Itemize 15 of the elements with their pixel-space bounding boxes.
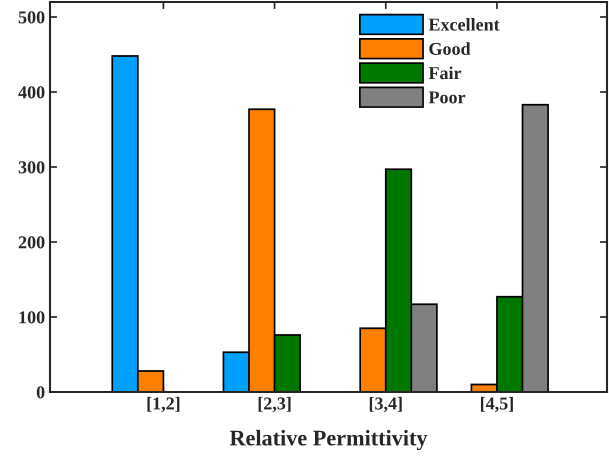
x-tick-label: [3,4] bbox=[370, 396, 402, 412]
x-axis-title: Relative Permittivity bbox=[230, 430, 428, 450]
legend-label: Excellent bbox=[428, 18, 500, 31]
y-tick-label: 100 bbox=[20, 311, 44, 324]
legend-label: Poor bbox=[428, 91, 466, 104]
y-tick-label: 300 bbox=[18, 161, 44, 174]
y-tick-label: 400 bbox=[18, 86, 44, 98]
legend-label: Good bbox=[429, 42, 470, 55]
x-tick-label: [2,3] bbox=[258, 396, 291, 412]
x-tick-label: [1,2] bbox=[147, 396, 180, 412]
legend-label: Fair bbox=[428, 66, 462, 80]
y-tick-label: 500 bbox=[18, 11, 44, 24]
y-tick-label: 200 bbox=[18, 236, 44, 248]
x-tick-label: [4,5] bbox=[480, 396, 513, 412]
y-tick-label: 0 bbox=[36, 386, 44, 398]
